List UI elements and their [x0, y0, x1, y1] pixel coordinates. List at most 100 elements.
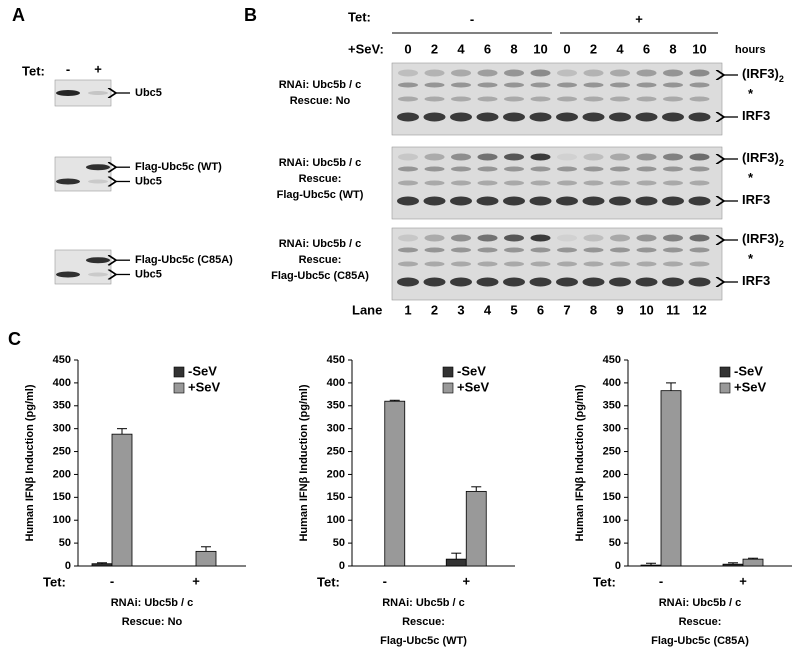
- y-tick-label: 100: [53, 514, 71, 526]
- blot: [54, 156, 112, 192]
- blot-band: [476, 196, 499, 206]
- blot-band: [636, 166, 657, 172]
- tet-sign: +: [635, 11, 643, 26]
- band-label-text: *: [748, 86, 754, 101]
- y-tick-label: 200: [327, 468, 345, 480]
- blot-band: [689, 96, 710, 102]
- hour: 2: [590, 41, 597, 56]
- condition-label: Flag-Ubc5c (C85A): [271, 270, 369, 282]
- y-axis-label: Human IFNβ Induction (pg/ml): [298, 384, 310, 541]
- lane-number: 2: [431, 302, 438, 317]
- y-tick-label: 150: [53, 491, 71, 503]
- blot-band: [557, 96, 577, 102]
- error-bar: [201, 546, 211, 552]
- band-label-text: (IRF3): [742, 66, 779, 81]
- band-label-text: IRF3: [742, 108, 770, 123]
- legend-label: -SeV: [457, 363, 486, 378]
- blot-band: [424, 69, 445, 77]
- blot-band: [476, 277, 499, 287]
- y-tick-label: 350: [53, 400, 71, 412]
- band-label: (IRF3)2: [742, 150, 784, 168]
- blot-band: [398, 96, 418, 102]
- y-tick-label: 0: [339, 560, 345, 572]
- blot-band: [663, 96, 683, 102]
- hour: 4: [616, 41, 624, 56]
- error-bar: [471, 486, 482, 492]
- band-label-text: (IRF3): [742, 231, 779, 246]
- y-tick-label: 450: [53, 354, 71, 366]
- legend-swatch: [442, 366, 454, 378]
- hour: 10: [692, 41, 706, 56]
- blot-band: [688, 112, 711, 122]
- band-label: Ubc5: [135, 87, 162, 99]
- y-tick-label: 450: [327, 354, 345, 366]
- band-label-sub: 2: [779, 158, 784, 168]
- y-tick-label: 100: [603, 514, 621, 526]
- blot-band: [610, 180, 630, 186]
- blot-band: [451, 180, 471, 186]
- blot-band: [424, 261, 445, 267]
- blot-band: [424, 247, 445, 253]
- blot-band: [476, 112, 499, 122]
- y-tick-label: 250: [53, 445, 71, 457]
- blot-band: [663, 247, 683, 253]
- blot-band: [451, 82, 471, 88]
- blot-band: [530, 234, 551, 242]
- hours-unit: hours: [735, 44, 766, 56]
- blot: [54, 249, 112, 285]
- condition-label: Flag-Ubc5c (WT): [277, 189, 364, 201]
- blot-band: [504, 153, 524, 161]
- x-tick-label: -: [383, 573, 387, 588]
- error-bar: [451, 552, 462, 560]
- bar: [111, 433, 133, 567]
- blot-band: [635, 277, 658, 287]
- blot-band: [529, 277, 552, 287]
- lane-number: 1: [404, 302, 411, 317]
- legend-swatch: [173, 366, 185, 378]
- y-tick-label: 300: [603, 423, 621, 435]
- blot-band: [423, 112, 446, 122]
- blot-band: [88, 91, 108, 95]
- y-tick-label: 350: [327, 400, 345, 412]
- blot-band: [662, 112, 684, 122]
- blot-band: [557, 153, 577, 161]
- blot-band: [689, 153, 710, 161]
- blot-band: [504, 69, 524, 77]
- lane-number: 8: [590, 302, 597, 317]
- blot-band: [504, 82, 524, 88]
- blot-band: [636, 96, 657, 102]
- lane-number: 10: [639, 302, 653, 317]
- x-tick-label: +: [192, 573, 200, 588]
- blot-band: [610, 82, 630, 88]
- blot: [391, 62, 723, 136]
- blot-band: [689, 82, 710, 88]
- blot-band: [86, 164, 110, 171]
- blot-band: [88, 179, 108, 184]
- blot-band: [610, 166, 630, 172]
- legend-swatch: [719, 366, 731, 378]
- blot-band: [636, 234, 657, 242]
- y-tick-label: 50: [609, 537, 621, 549]
- bar: [195, 550, 217, 567]
- y-tick-label: 150: [327, 491, 345, 503]
- band-label: Ubc5: [135, 268, 162, 280]
- blot-band: [610, 247, 630, 253]
- band-label-text: IRF3: [742, 273, 770, 288]
- band-label-text: *: [748, 251, 754, 266]
- blot-band: [636, 82, 657, 88]
- blot-band: [583, 69, 604, 77]
- blot-band: [582, 196, 605, 206]
- condition-label: Rescue:: [299, 173, 342, 185]
- legend-label: +SeV: [188, 379, 220, 394]
- blot-band: [635, 112, 658, 122]
- tet-label: Tet:: [348, 9, 371, 24]
- condition-label: Rescue: No: [290, 95, 351, 107]
- blot-band: [530, 69, 551, 77]
- blot-band: [689, 166, 710, 172]
- blot-band: [477, 96, 498, 102]
- band-label: IRF3: [742, 273, 770, 288]
- blot-band: [530, 82, 551, 88]
- hour: 10: [533, 41, 547, 56]
- blot-band: [583, 180, 604, 186]
- blot-band: [86, 257, 110, 264]
